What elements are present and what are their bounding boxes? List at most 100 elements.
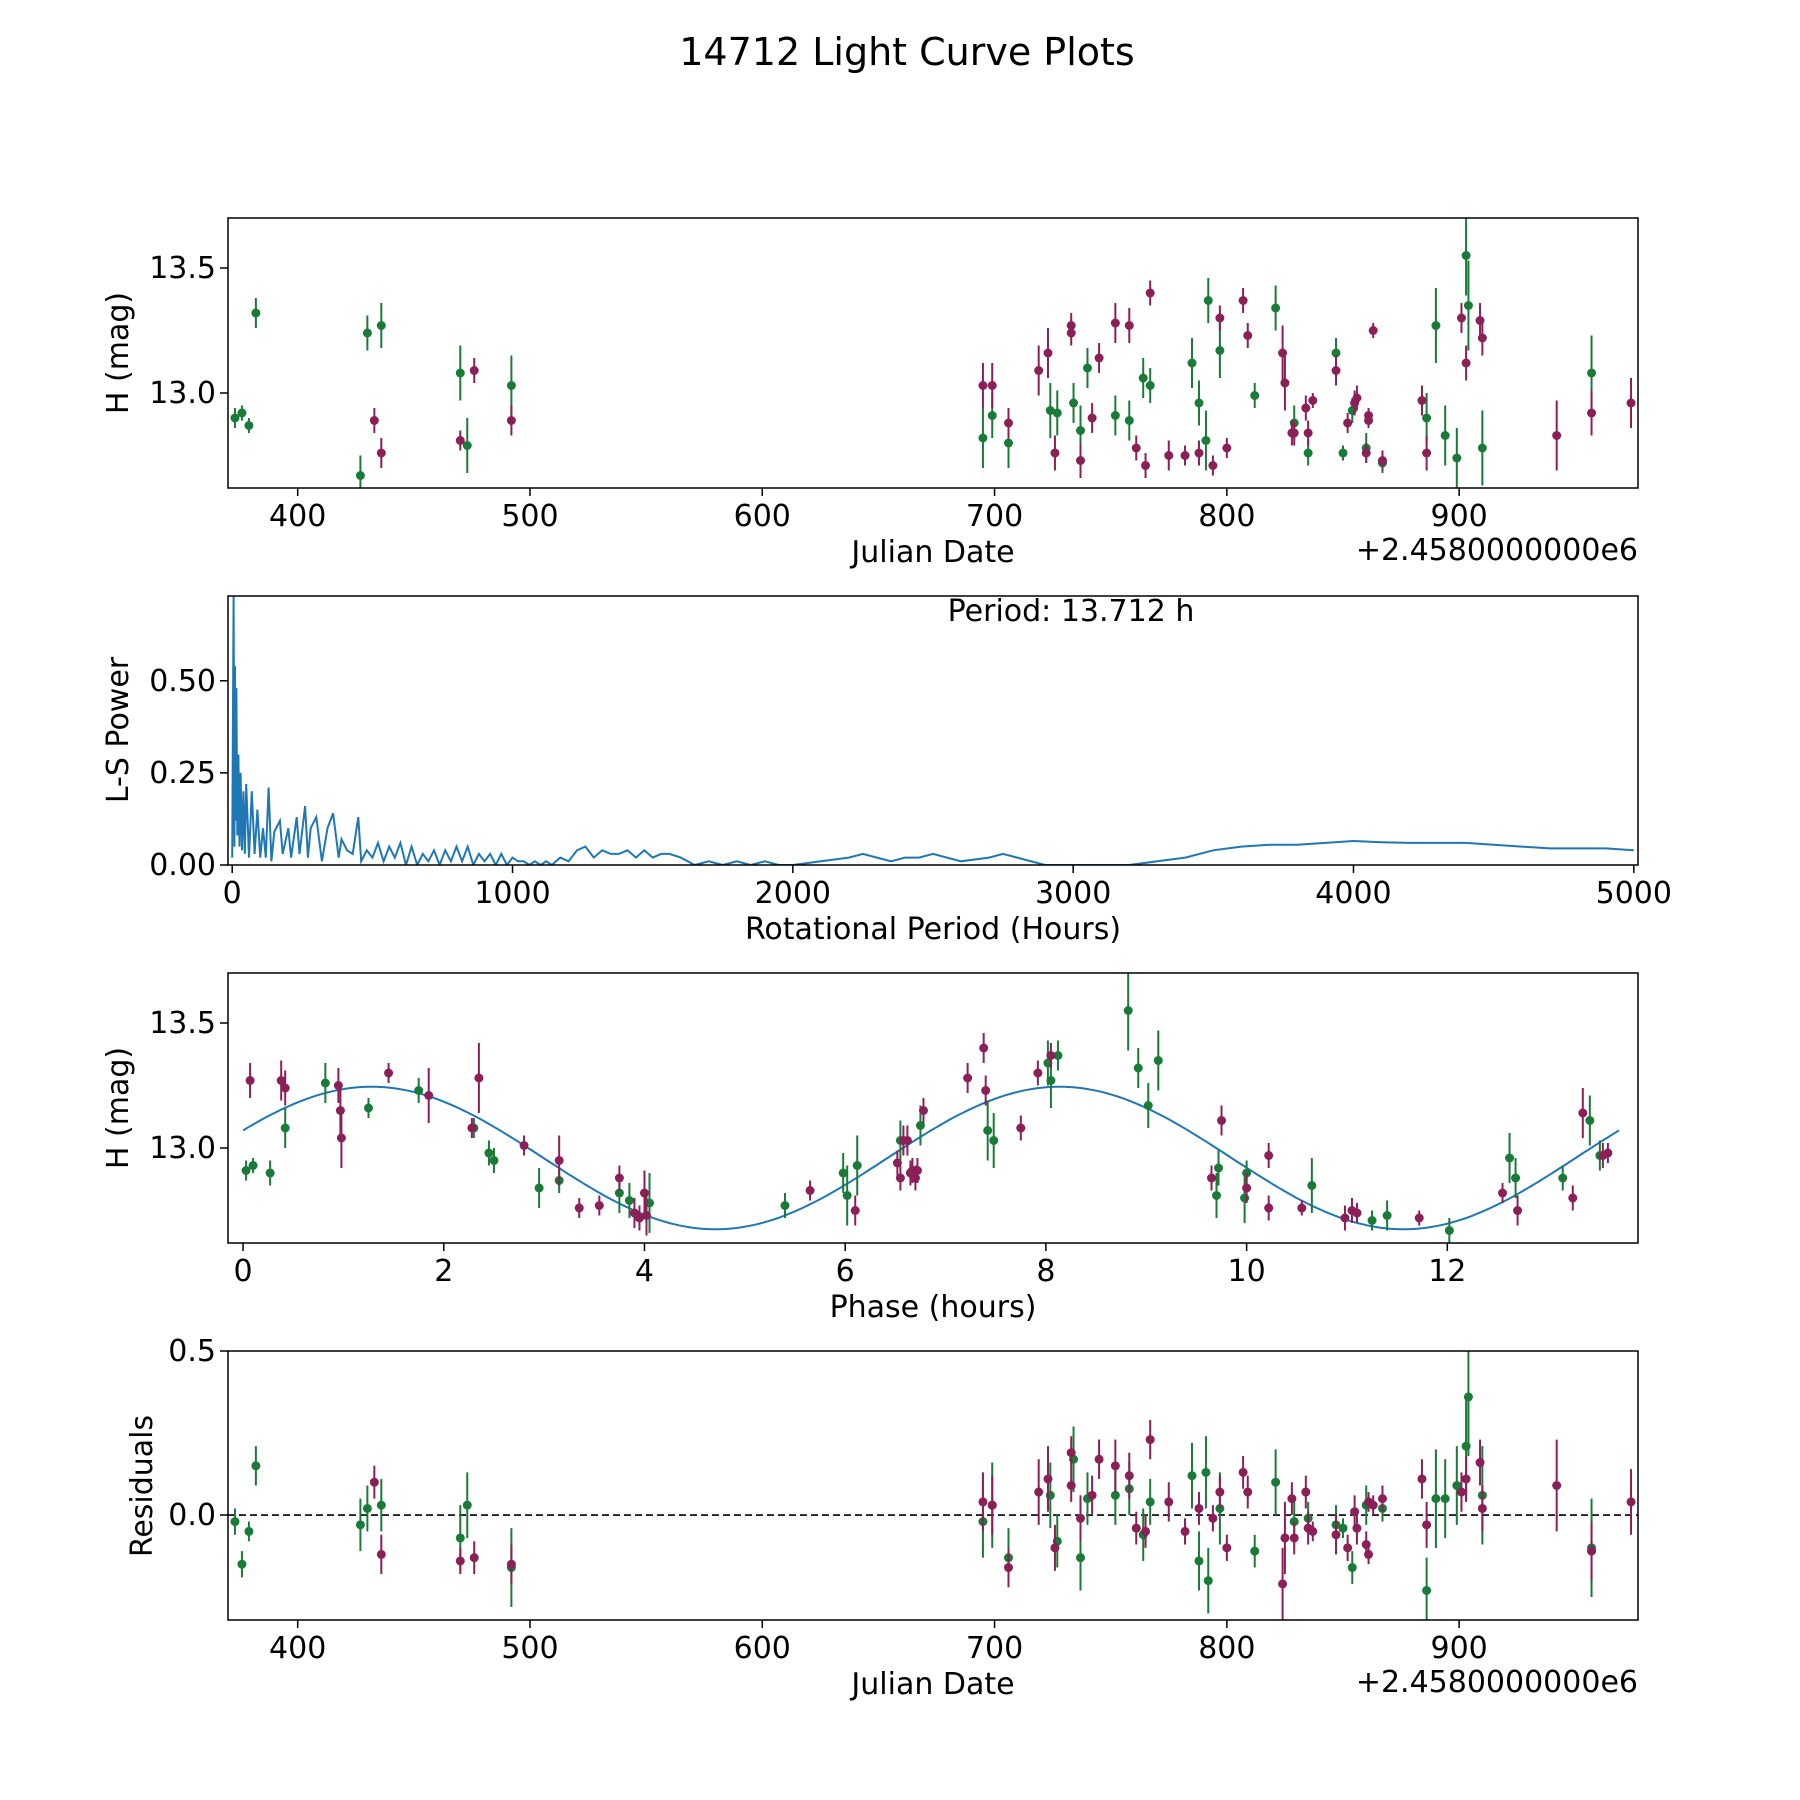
light-curve-purple-point [1456,313,1466,323]
residuals-purple-point [1422,1520,1432,1530]
residuals-green-point [251,1461,261,1471]
light-curve-green-point [506,381,516,390]
phased-purple-point [1217,1116,1227,1125]
phased-purple-point [467,1123,477,1133]
residuals-purple-point [1289,1533,1299,1543]
light-curve-green-point [1110,411,1120,420]
periodogram-ytick-label: 0.00 [149,848,216,883]
phased-green-point [320,1078,330,1088]
periodogram-xtick-label: 0 [223,876,242,911]
phased-purple-point [1242,1183,1252,1193]
residuals-purple-point [1343,1543,1353,1553]
residuals-purple-point [1003,1563,1013,1573]
residuals-green-point [1271,1477,1281,1487]
phased-purple-point [424,1091,434,1100]
light-curve-purple-point [1417,396,1427,405]
residuals-purple-point [1222,1543,1232,1553]
light-curve-purple-point [1141,461,1151,470]
phased-purple-point [918,1106,928,1115]
light-curve-green-point [1194,398,1204,408]
light-curve-purple-point [1194,448,1204,458]
light-curve-purple-point [1110,318,1120,328]
light-curve-xtick-label: 500 [501,499,558,534]
residuals-xtick-label: 700 [966,1631,1023,1666]
phased-ylabel: H (mag) [101,1047,136,1169]
phased-purple-point [1046,1051,1056,1060]
phased-green-point [1511,1173,1521,1183]
residuals-purple-point [506,1559,516,1569]
light-curve-purple-point [1422,448,1432,458]
residuals-purple-point [1194,1503,1204,1513]
residuals-green-point [237,1559,247,1569]
light-curve-green-point [1076,426,1086,435]
light-curve-purple-point [1289,428,1299,438]
phased-green-point [1382,1211,1392,1220]
light-curve-xtick-label: 600 [734,499,791,534]
residuals-green-point [1110,1490,1120,1500]
residuals-purple-point [1301,1487,1311,1497]
residuals-purple-point [1461,1474,1471,1484]
light-curve-green-point [1082,363,1092,373]
residuals-xtick-label: 900 [1431,1631,1488,1666]
phased-green-point [915,1121,925,1130]
light-curve-purple-point [1461,358,1471,368]
light-curve-purple-point [1043,348,1053,358]
light-curve-green-point [1303,448,1313,458]
phased-purple-point [634,1213,644,1223]
light-curve-purple-point [1215,313,1225,323]
light-curve-plot-area [230,218,1636,488]
residuals-purple-point [1034,1487,1044,1497]
light-curve-purple-point [1180,451,1190,460]
phased-green-point [983,1126,993,1135]
residuals-purple-point [1243,1487,1253,1497]
phased-green-point [780,1201,790,1210]
phased-green-point [484,1148,494,1158]
light-curve-purple-point [1301,403,1311,413]
light-curve-green-point [244,421,254,430]
phased-ytick-label: 13.0 [149,1131,216,1166]
light-curve-purple-point [469,366,479,375]
light-curve-purple-point [506,416,516,425]
light-curve-ytick-label: 13.0 [149,376,216,411]
residuals-purple-point [1124,1471,1134,1481]
light-curve-purple-point [1364,411,1374,420]
phased-green-point [624,1196,634,1205]
light-curve-purple-point [1626,398,1636,408]
residuals-purple-point [1208,1513,1218,1523]
phased-purple-point [280,1083,290,1093]
light-curve-purple-point [369,416,379,425]
phased-green-point [265,1168,275,1178]
light-curve-green-point [1587,368,1597,378]
phased-green-point [534,1183,544,1193]
light-curve-green-point [1250,391,1260,400]
residuals-purple-point [1050,1543,1060,1553]
light-curve-purple-point [987,381,997,390]
phased-xtick-label: 10 [1228,1254,1266,1289]
phased-green-point [1133,1063,1143,1073]
phased-green-point [1585,1116,1595,1125]
phased-purple-point [333,1081,343,1090]
periodogram-xtick-label: 1000 [474,876,550,911]
phased-purple-point [594,1201,604,1210]
residuals-purple-point [1131,1523,1141,1533]
light-curve-green-point [355,471,365,480]
phased-green-point [1240,1193,1250,1203]
panel-residuals: 400 500 600 700 800 900 0.0 0.5 Julian Date Res… [125,1334,1639,1702]
periodogram-ytick-label: 0.50 [149,664,216,699]
residuals-purple-point [1456,1487,1466,1497]
light-curve-ylabel: H (mag) [101,292,136,414]
light-curve-green-point [1201,436,1211,445]
phased-purple-point [1603,1148,1613,1158]
residuals-purple-point [1180,1526,1190,1536]
phased-green-point [489,1156,499,1165]
light-curve-purple-point [1131,443,1141,453]
phased-xtick-label: 6 [836,1254,855,1289]
light-curve-green-point [1331,348,1341,358]
light-curve-purple-point [1164,451,1174,460]
light-curve-ytick-label: 13.5 [149,251,216,286]
light-curve-green-point [462,441,472,450]
phased-purple-point [1498,1188,1508,1198]
phased-green-point [838,1168,848,1178]
light-curve-purple-point [1003,418,1013,428]
phased-purple-point [335,1106,345,1115]
